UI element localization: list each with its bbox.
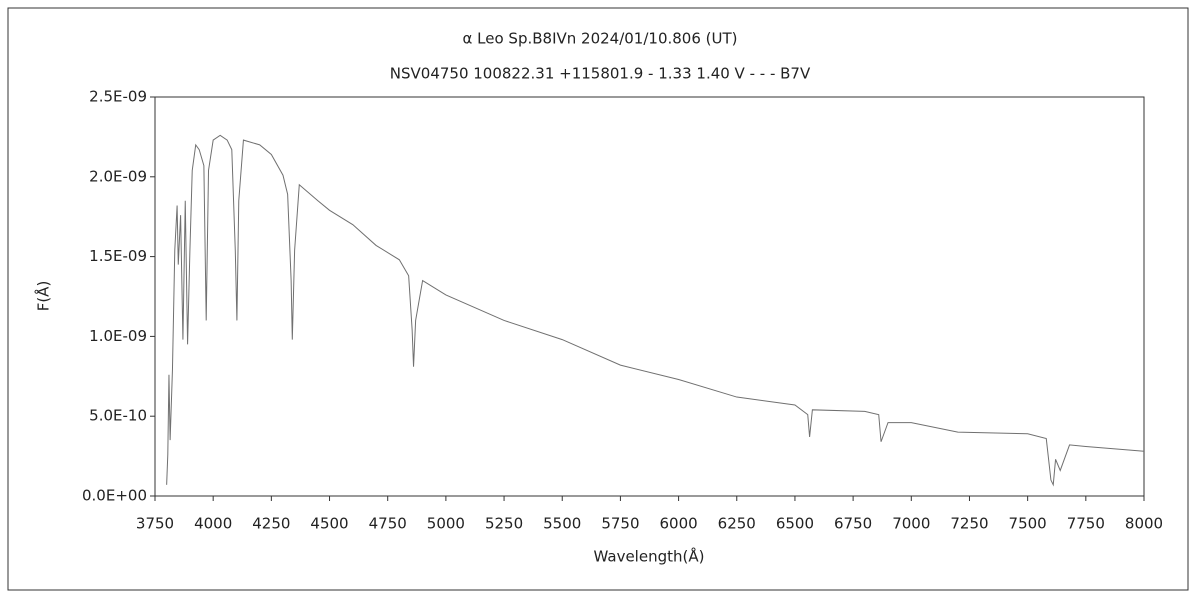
y-tick-label: 0.0E+00 [82,487,147,505]
y-tick-label: 1.0E-09 [89,327,147,345]
x-tick-label: 7000 [892,515,930,533]
x-tick-label: 4500 [310,515,348,533]
spectrum-line [166,134,1145,487]
x-tick-label: 8000 [1125,515,1163,533]
x-tick-label: 4250 [252,515,290,533]
x-tick-label: 7500 [1009,515,1047,533]
x-tick-label: 6000 [659,515,697,533]
x-tick-label: 7750 [1067,515,1105,533]
chart-subtitle: NSV04750 100822.31 +115801.9 - 1.33 1.40… [390,65,811,83]
x-tick-label: 5750 [601,515,639,533]
x-axis-label: Wavelength(Å) [594,547,705,566]
x-tick-label: 6500 [776,515,814,533]
x-tick-label: 7250 [950,515,988,533]
x-tick-label: 5000 [427,515,465,533]
y-tick-label: 2.5E-09 [89,88,147,106]
x-tick-label: 4750 [369,515,407,533]
y-axis-label: F(Å) [34,281,53,312]
y-tick-label: 1.5E-09 [89,247,147,265]
x-tick-label: 3750 [136,515,174,533]
x-tick-label: 6250 [718,515,756,533]
x-tick-label: 4000 [194,515,232,533]
x-tick-label: 5500 [543,515,581,533]
plot-area [154,96,1145,497]
x-tick-label: 6750 [834,515,872,533]
y-tick-label: 5.0E-10 [89,407,147,425]
chart-title: α Leo Sp.B8IVn 2024/01/10.806 (UT) [463,30,738,48]
frame [7,7,1189,591]
y-tick-label: 2.0E-09 [89,167,147,185]
x-tick-label: 5250 [485,515,523,533]
